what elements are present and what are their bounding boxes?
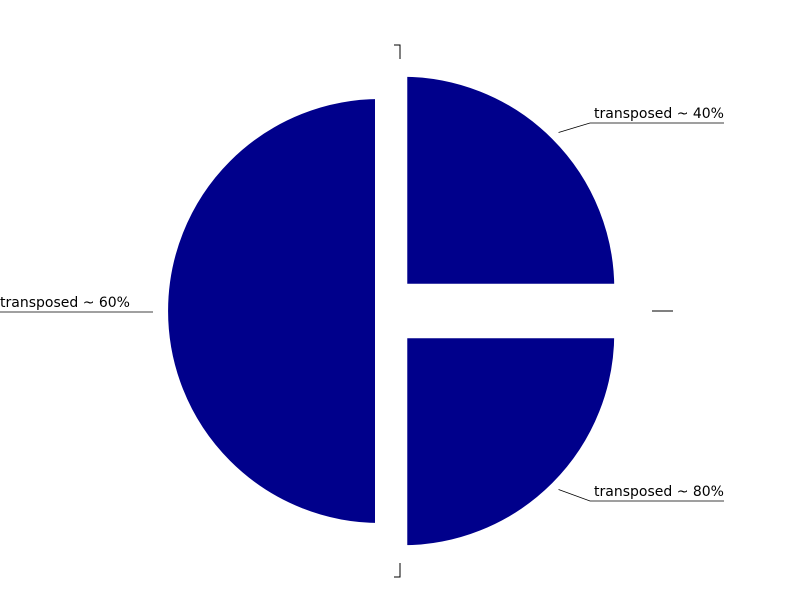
frame-tick-bottom bbox=[394, 563, 401, 578]
slice-label-1: transposed ~ 80% bbox=[594, 484, 724, 500]
frame-tick-top bbox=[394, 44, 401, 59]
slice-label-0: transposed ~ 40% bbox=[594, 106, 724, 122]
slices-layer bbox=[158, 66, 625, 556]
pie-slice-0 bbox=[397, 66, 625, 294]
slice-label-2: transposed ~ 60% bbox=[0, 295, 130, 311]
leader-line-1 bbox=[558, 489, 724, 502]
pie-slice-1 bbox=[397, 328, 625, 556]
pie-slice-2 bbox=[158, 88, 385, 534]
labels-layer: transposed ~ 40% transposed ~ 80% transp… bbox=[0, 106, 724, 502]
frame-ticks bbox=[394, 44, 673, 578]
leader-line-0 bbox=[558, 122, 724, 133]
